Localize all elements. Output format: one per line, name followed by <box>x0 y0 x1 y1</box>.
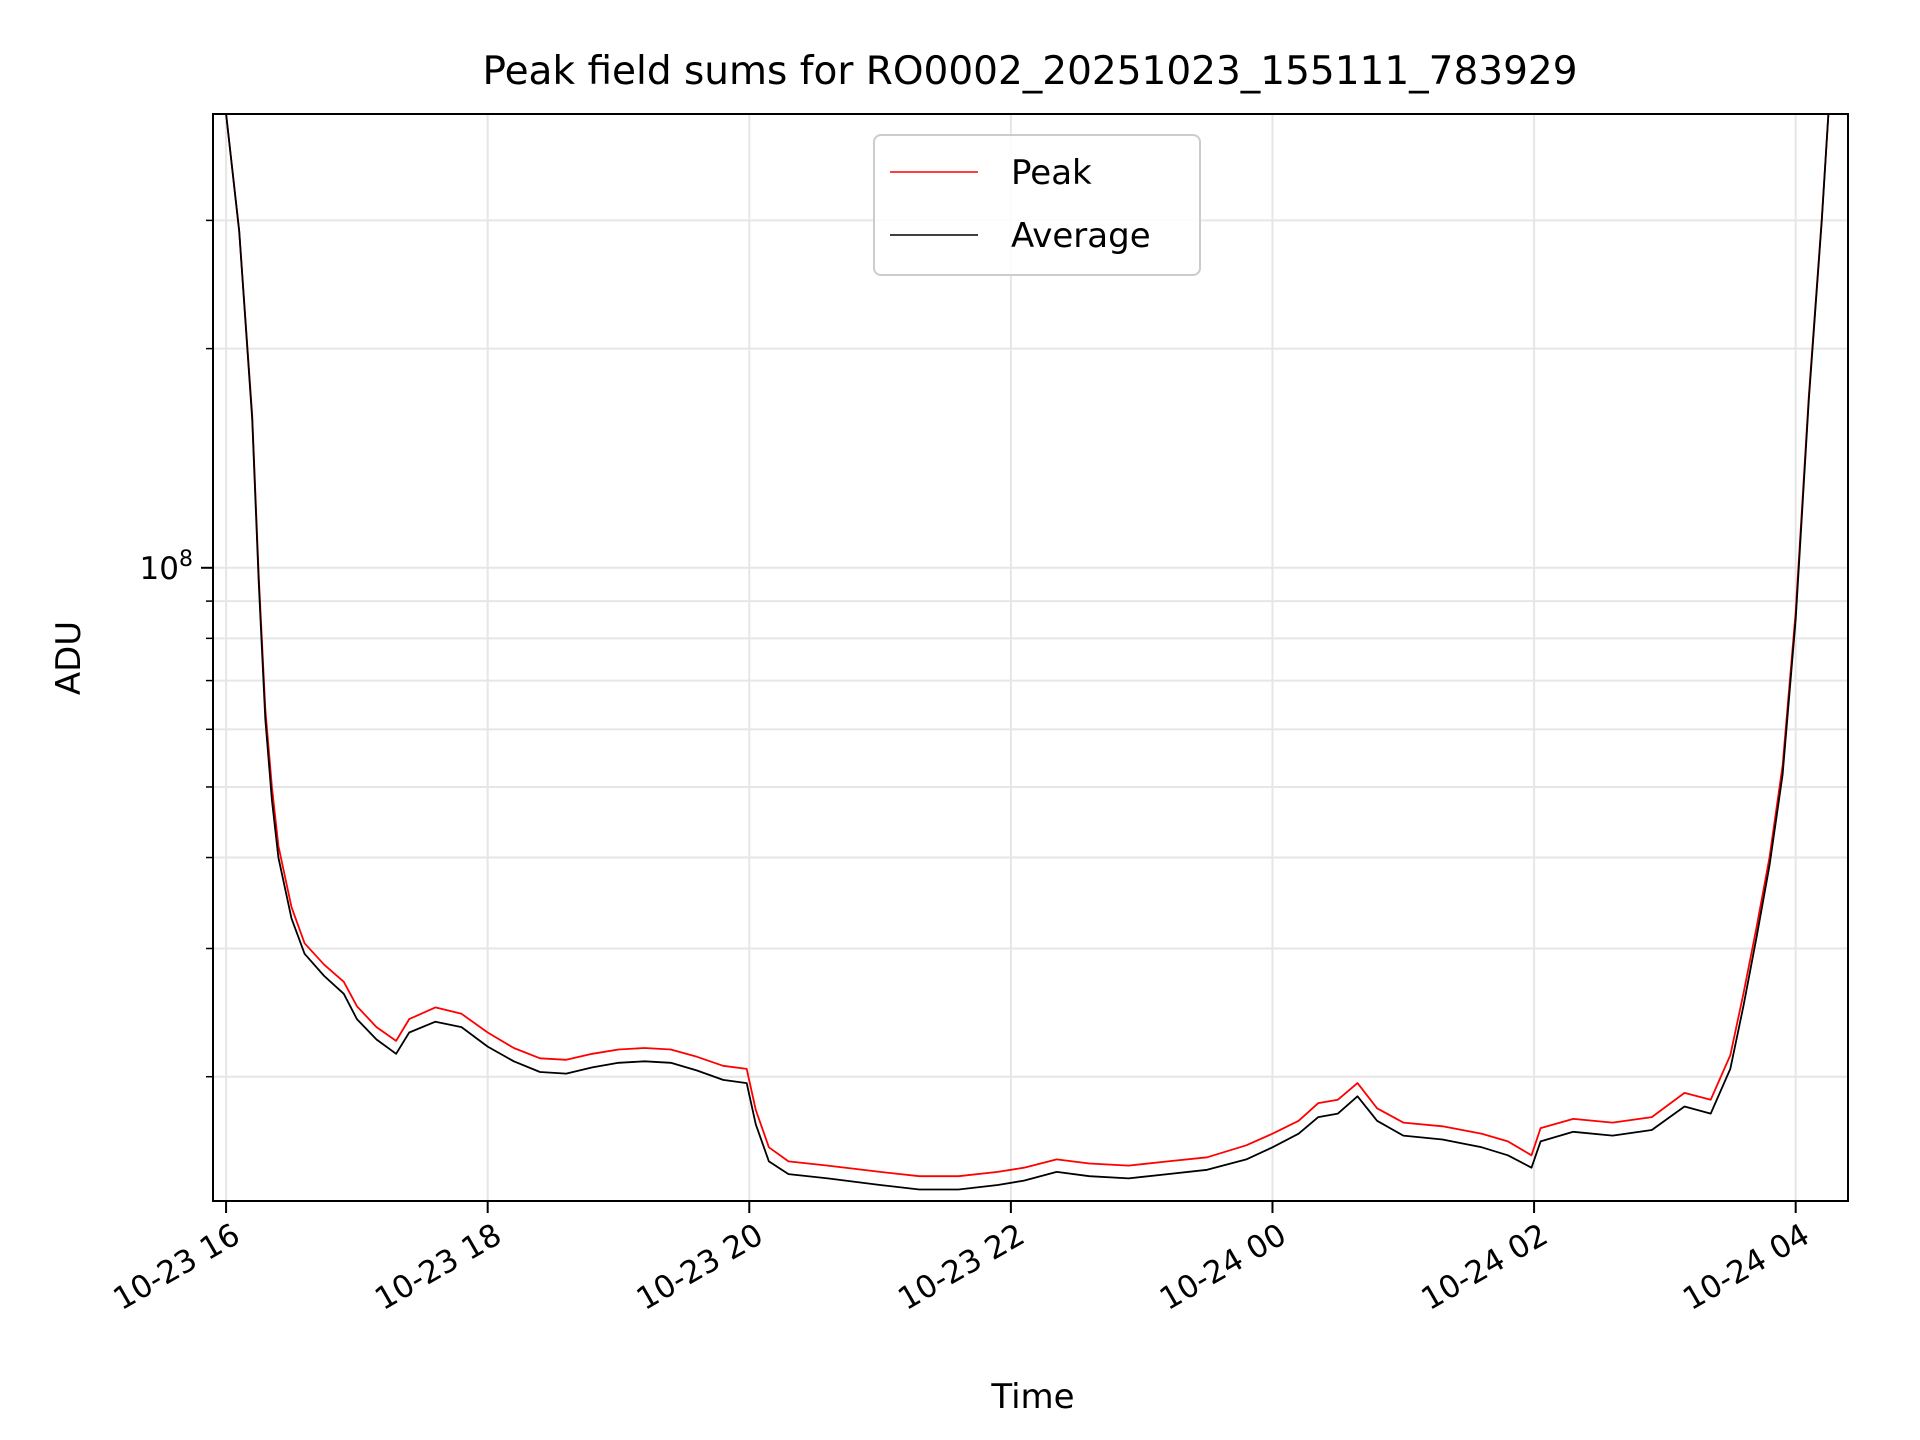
x-axis-label: Time <box>990 1377 1074 1417</box>
chart-title: Peak field sums for RO0002_20251023_1551… <box>482 49 1577 94</box>
series-layer <box>225 114 1830 1191</box>
plot-frame <box>212 113 1849 1202</box>
legend-box <box>873 134 1201 276</box>
legend: Peak Average <box>873 134 1201 276</box>
legend-label-peak: Peak <box>1011 153 1092 193</box>
legend-label-average: Average <box>1011 216 1151 256</box>
y-axis: 108 <box>140 219 213 1078</box>
series-line-average <box>225 114 1830 1191</box>
y-axis-label: ADU <box>49 621 89 695</box>
y-tick-label: 108 <box>140 547 193 587</box>
grid-lines <box>213 114 1848 1201</box>
series-line-peak <box>225 114 1830 1178</box>
